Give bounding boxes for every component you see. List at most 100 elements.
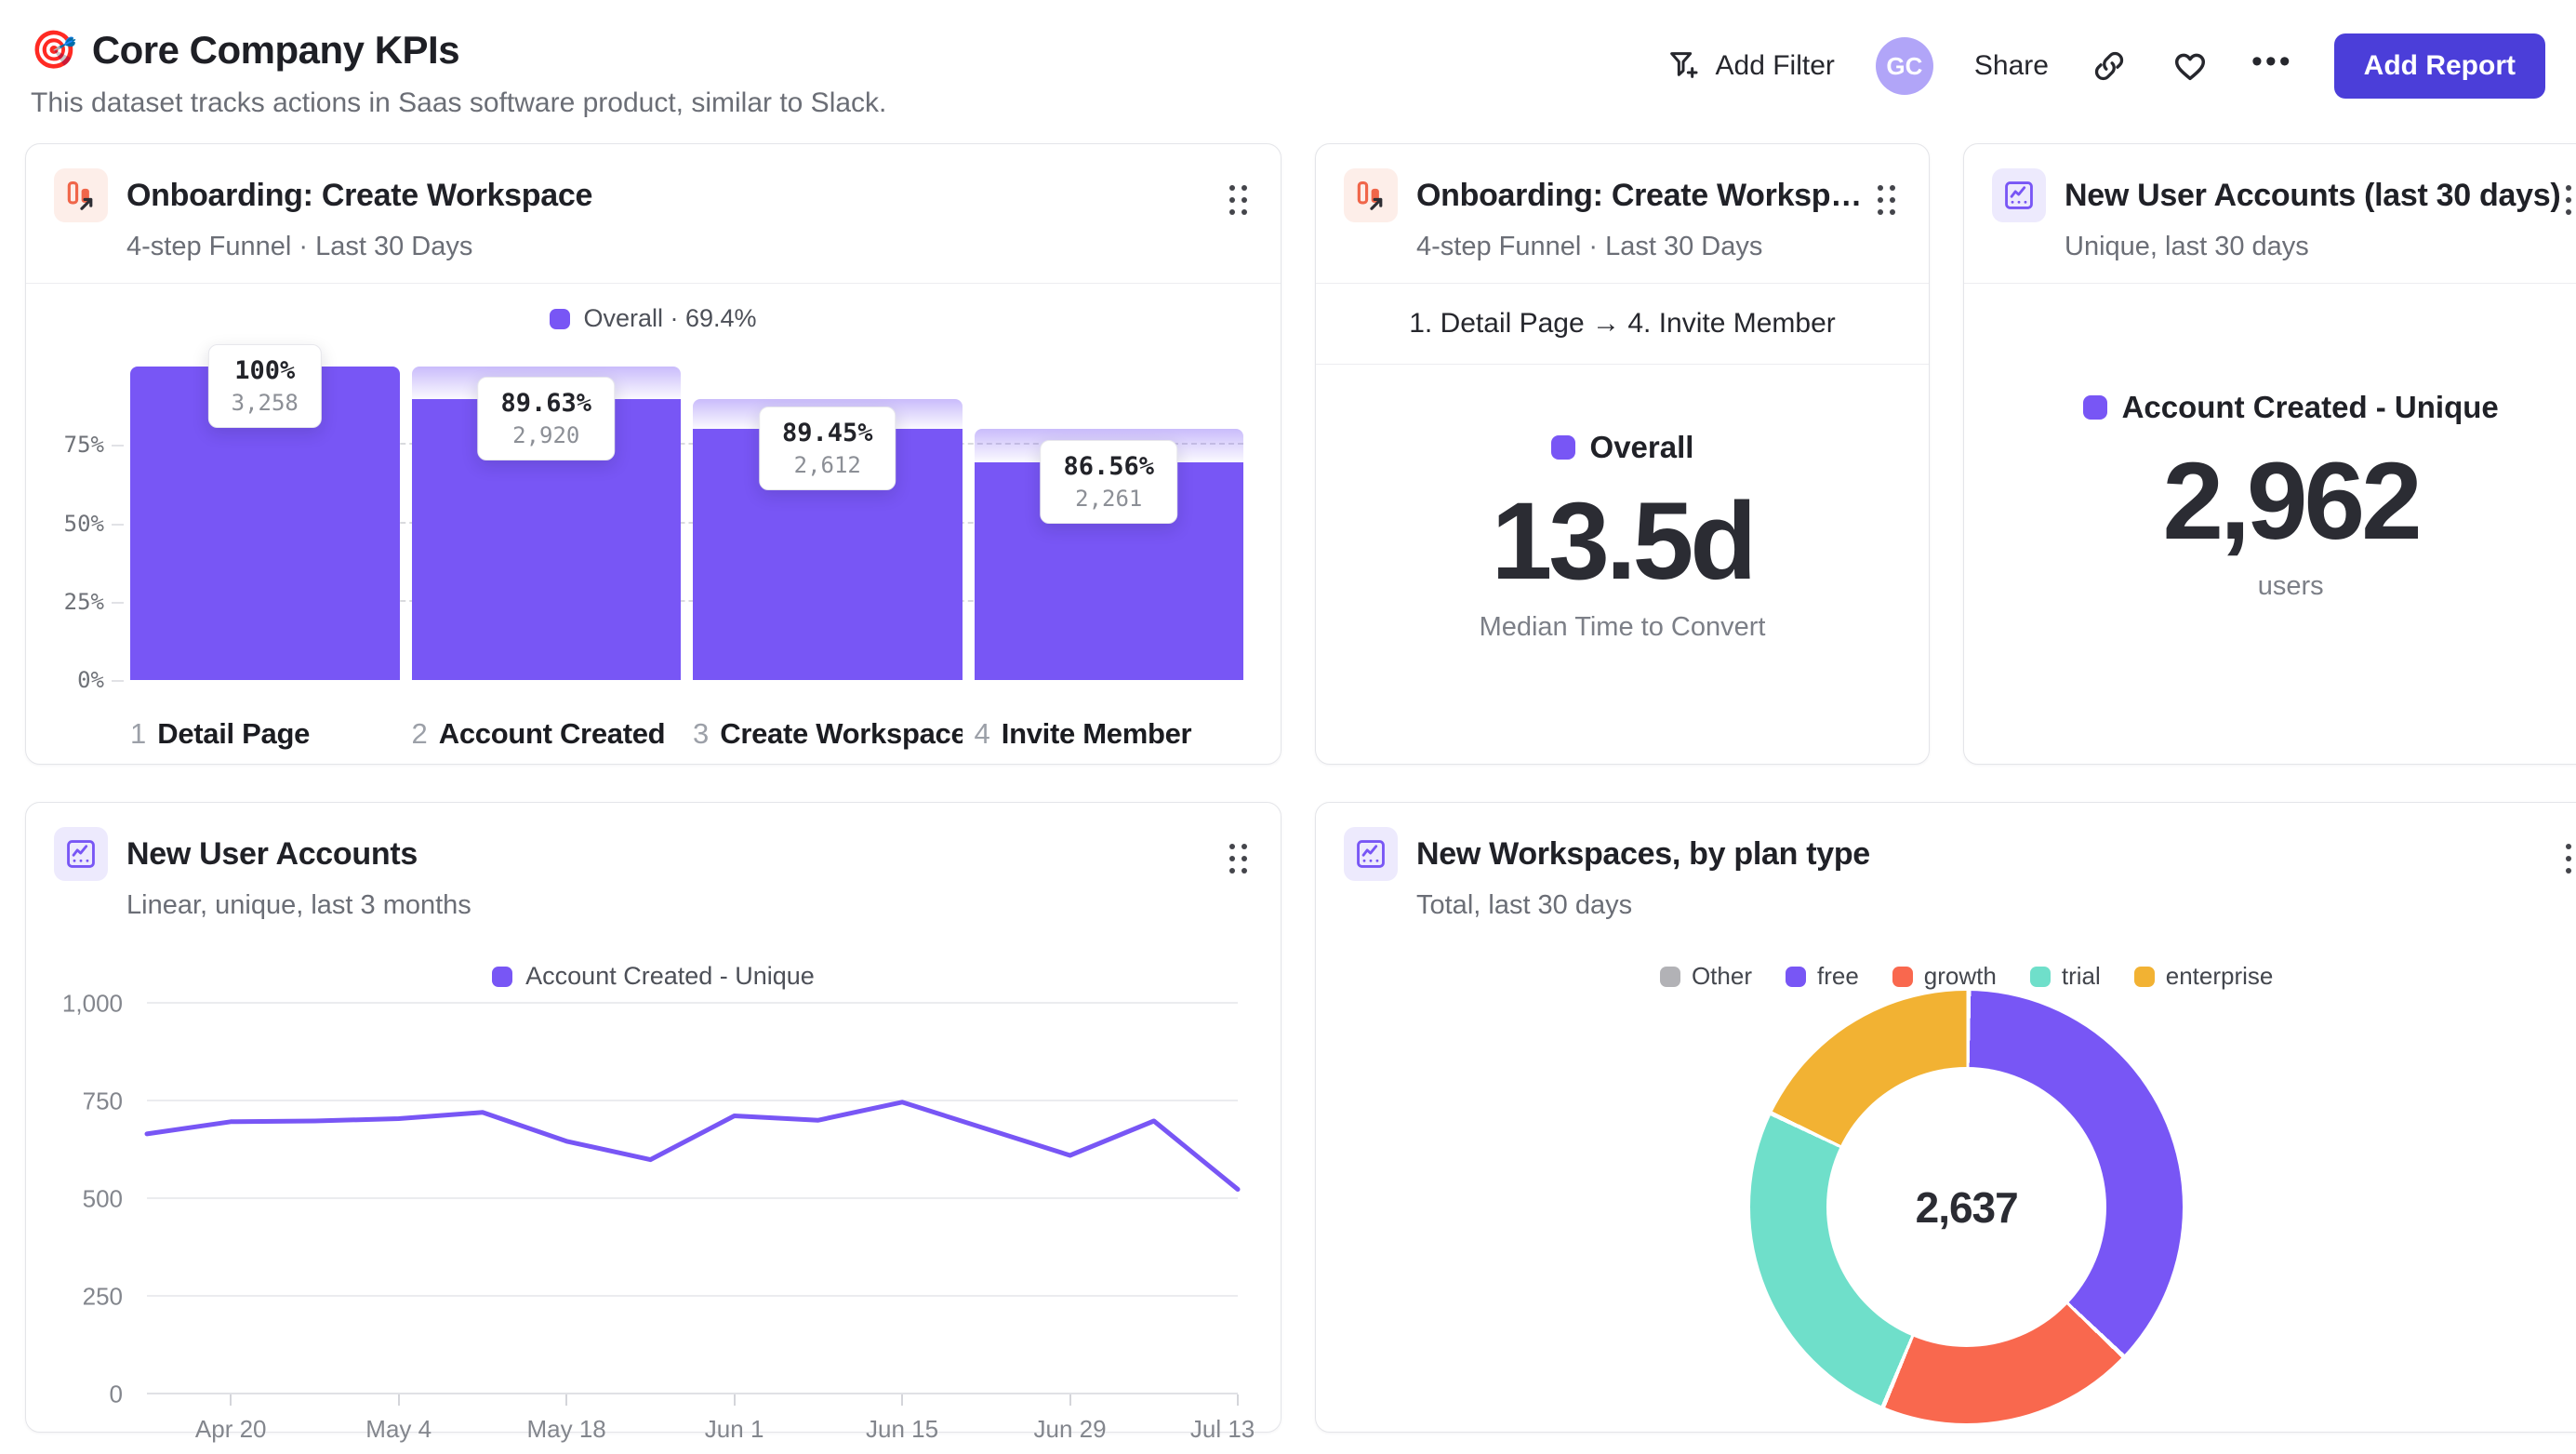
funnel-step-label: 4 Invite Member — [975, 717, 1244, 751]
legend-swatch — [1659, 966, 1680, 987]
line-y-tick-label: 250 — [82, 1282, 123, 1311]
card-onboarding-funnel: Onboarding: Create Workspace 4-step Funn… — [25, 143, 1281, 765]
legend-swatch — [492, 966, 513, 987]
line-x-tick — [1069, 1394, 1071, 1406]
heart-icon — [2170, 46, 2211, 87]
legend-swatch — [2029, 966, 2051, 987]
funnel-chart-icon — [54, 168, 108, 222]
add-filter-button[interactable]: Add Filter — [1666, 47, 1835, 85]
card-subtitle: 4-step Funnel · Last 30 Days — [1416, 232, 1763, 261]
funnel-bar[interactable]: 100% 3,258 — [130, 344, 400, 680]
card-workspaces-by-plan: New Workspaces, by plan type Total, last… — [1315, 802, 2576, 1433]
donut-total: 2,637 — [1915, 1182, 2019, 1232]
metric-caption: users — [2257, 571, 2324, 602]
donut-legend-item[interactable]: free — [1785, 962, 1859, 991]
favorite-button[interactable] — [2170, 46, 2211, 87]
card-new-accounts-30d: New User Accounts (last 30 days) Unique,… — [1963, 143, 2576, 765]
header-actions: Add Filter GC Share — [1666, 28, 2545, 99]
drag-handle-icon[interactable] — [1224, 827, 1253, 890]
drag-handle-icon[interactable] — [1224, 168, 1253, 232]
line-x-axis: Apr 20 May 4 May 18 Jun 1 Jun 15 Jun 29 Jul 13 — [147, 1394, 1255, 1454]
funnel-bar-pct: 89.45% — [781, 418, 873, 447]
line-legend[interactable]: Account Created - Unique — [26, 962, 1281, 991]
share-button[interactable]: Share — [1974, 50, 2049, 82]
line-x-tick — [397, 1394, 400, 1406]
card-subtitle: 4-step Funnel · Last 30 Days — [126, 232, 473, 261]
funnel-bar-count: 2,612 — [793, 451, 861, 478]
funnel-bar-count: 2,920 — [512, 421, 580, 448]
card-median-time: Onboarding: Create Workspace 4-step Funn… — [1315, 143, 1930, 765]
line-chart: 0 250 500 750 1,000 Apr 20 May 4 May 18 Jun 1 Ju… — [62, 990, 1255, 1454]
line-series[interactable] — [147, 1004, 1238, 1394]
donut-legend-item[interactable]: trial — [2029, 962, 2101, 991]
card-title: New User Accounts (last 30 days) — [2065, 178, 2561, 213]
funnel-step-number: 3 — [693, 717, 710, 750]
ellipsis-icon: ••• — [2251, 44, 2293, 79]
funnel-bar[interactable]: 89.63% 2,920 — [411, 367, 681, 680]
link-icon — [2090, 47, 2129, 86]
funnel-y-tick-label: 25% — [63, 588, 125, 615]
drag-handle-icon[interactable] — [1872, 168, 1901, 232]
drag-handle-icon[interactable] — [2560, 168, 2576, 232]
legend-label: Other — [1691, 962, 1752, 990]
legend-swatch — [2133, 966, 2155, 987]
funnel-y-tick-label: 50% — [63, 510, 125, 537]
metric-value: 2,962 — [2162, 439, 2423, 563]
line-y-tick-label: 1,000 — [61, 989, 123, 1018]
gridline — [130, 521, 1243, 524]
funnel-range-label: 1. Detail Page → 4. Invite Member — [1316, 284, 1929, 365]
line-x-tick-label: Jun 29 — [1033, 1415, 1107, 1443]
funnel-y-tick-label: 75% — [63, 432, 125, 459]
donut-legend-item[interactable]: Other — [1659, 962, 1752, 991]
line-x-tick — [565, 1394, 568, 1406]
line-x-tick-label: May 4 — [365, 1415, 432, 1443]
divider — [1964, 283, 2576, 284]
card-title: New User Accounts — [126, 836, 418, 872]
donut-chart[interactable]: 2,637 — [1750, 991, 2184, 1423]
funnel-legend[interactable]: Overall · 69.4% — [26, 304, 1281, 333]
divider — [26, 283, 1281, 284]
funnel-bar-pct: 86.56% — [1063, 452, 1155, 482]
funnel-bar-label: 86.56% 2,261 — [1040, 440, 1178, 525]
donut-legend-item[interactable]: growth — [1892, 962, 1997, 991]
gridline — [147, 1002, 1238, 1004]
funnel-bar-pct: 89.63% — [500, 388, 592, 418]
line-y-tick-label: 0 — [109, 1380, 123, 1408]
funnel-y-tick-label: 0% — [77, 667, 124, 693]
avatar[interactable]: GC — [1875, 37, 1933, 95]
line-x-tick-label: May 18 — [526, 1415, 606, 1443]
share-label: Share — [1973, 50, 2049, 81]
funnel-step-number: 1 — [130, 717, 147, 750]
gridline — [147, 1295, 1238, 1297]
legend-label: enterprise — [2165, 962, 2274, 990]
donut-legend-item[interactable]: enterprise — [2133, 962, 2274, 991]
page-title: Core Company KPIs — [91, 28, 460, 72]
insights-chart-icon — [1992, 168, 2046, 222]
legend-label: Overall · 69.4% — [583, 304, 757, 332]
line-x-tick — [1237, 1394, 1239, 1406]
funnel-chart: 75% 50% 25% 0% 100% 3,258 89.63% 2,920 89.45% 2,… — [45, 344, 1243, 693]
drag-handle-icon[interactable] — [2560, 827, 2576, 890]
add-report-button[interactable]: Add Report — [2333, 33, 2545, 99]
funnel-bar[interactable]: 89.45% 2,612 — [693, 367, 963, 680]
donut-area: 2,637 — [1316, 991, 2576, 1440]
funnel-step-label: 1 Detail Page — [130, 717, 400, 751]
funnel-bar-count: 3,258 — [231, 390, 299, 416]
metric-legend[interactable]: Account Created - Unique — [2082, 390, 2499, 425]
funnel-step-label: 3 Create Workspace — [693, 717, 963, 751]
line-plot: 0 250 500 750 1,000 — [62, 990, 1238, 1408]
legend-swatch — [1550, 435, 1575, 460]
copy-link-button[interactable] — [2090, 47, 2129, 86]
metric-legend[interactable]: Overall — [1550, 430, 1693, 465]
more-options-button[interactable]: ••• — [2251, 46, 2293, 87]
card-subtitle: Linear, unique, last 3 months — [126, 890, 471, 920]
insights-chart-icon — [54, 827, 108, 881]
funnel-plot: 100% 3,258 89.63% 2,920 89.45% 2,612 86.56% 2,2… — [130, 344, 1243, 680]
count-metric: Account Created - Unique 2,962 users — [1964, 284, 2576, 764]
top-bar: 🎯 Core Company KPIs This dataset tracks … — [25, 20, 2551, 123]
funnel-bar-count: 2,261 — [1075, 486, 1143, 513]
page-subtitle: This dataset tracks actions in Saas soft… — [31, 87, 887, 118]
legend-label: trial — [2061, 962, 2101, 990]
donut-hole: 2,637 — [1826, 1067, 2107, 1347]
funnel-bar[interactable]: 86.56% 2,261 — [974, 367, 1243, 680]
